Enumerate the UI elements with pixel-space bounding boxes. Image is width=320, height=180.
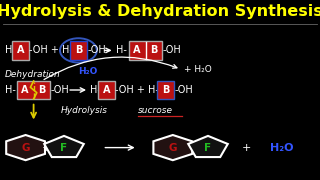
Text: -OH: -OH xyxy=(162,45,181,55)
Text: H₂O: H₂O xyxy=(78,67,98,76)
Polygon shape xyxy=(6,135,45,160)
Text: -OH + H-: -OH + H- xyxy=(115,85,159,95)
Text: H-: H- xyxy=(116,45,127,55)
Text: sucrose: sucrose xyxy=(138,106,172,115)
Text: H-: H- xyxy=(90,85,101,95)
FancyBboxPatch shape xyxy=(157,81,174,99)
Text: A: A xyxy=(21,85,29,95)
Text: -OH: -OH xyxy=(51,85,69,95)
Text: B: B xyxy=(75,45,82,55)
FancyBboxPatch shape xyxy=(70,41,87,60)
Text: + H₂O: + H₂O xyxy=(184,65,212,74)
Text: F: F xyxy=(204,143,212,153)
Text: H-: H- xyxy=(5,45,16,55)
FancyBboxPatch shape xyxy=(98,81,115,99)
Text: B: B xyxy=(162,85,170,95)
FancyBboxPatch shape xyxy=(12,41,29,60)
Text: -OH + H-: -OH + H- xyxy=(29,45,73,55)
Text: B: B xyxy=(38,85,46,95)
Text: A: A xyxy=(103,85,110,95)
Text: F: F xyxy=(60,143,68,153)
FancyArrowPatch shape xyxy=(44,57,177,80)
Polygon shape xyxy=(153,135,192,160)
Text: H₂O: H₂O xyxy=(270,143,293,153)
Text: H-: H- xyxy=(5,85,16,95)
Text: Hydrolysis: Hydrolysis xyxy=(61,106,108,115)
Text: -OH: -OH xyxy=(87,45,106,55)
Text: -OH: -OH xyxy=(174,85,193,95)
Text: G: G xyxy=(169,143,177,153)
Polygon shape xyxy=(44,136,84,157)
Text: Dehydration: Dehydration xyxy=(5,70,60,79)
Text: B: B xyxy=(150,45,158,55)
FancyBboxPatch shape xyxy=(17,81,50,99)
Text: A: A xyxy=(133,45,141,55)
Text: A: A xyxy=(17,45,25,55)
Text: Hydrolysis & Dehydration Synthesis: Hydrolysis & Dehydration Synthesis xyxy=(0,4,320,19)
FancyBboxPatch shape xyxy=(129,41,162,60)
Polygon shape xyxy=(188,136,228,157)
Text: +: + xyxy=(42,143,51,153)
Text: G: G xyxy=(21,143,30,153)
Text: +: + xyxy=(242,143,251,153)
